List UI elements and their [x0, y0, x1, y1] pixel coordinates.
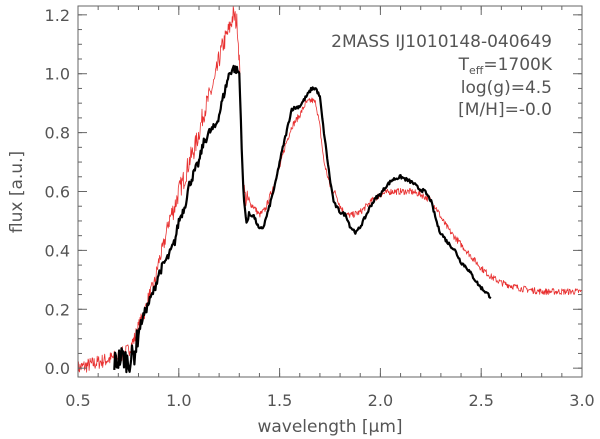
- x-tick-label: 2.0: [368, 391, 393, 410]
- y-tick-label: 0.2: [45, 300, 70, 319]
- teff-label: Teff=1700K: [458, 55, 553, 77]
- y-tick-label: 0.4: [45, 241, 70, 260]
- series-layer: [77, 6, 583, 376]
- metallicity-label: [M/H]=-0.0: [458, 100, 552, 120]
- x-tick-label: 0.5: [65, 391, 90, 410]
- y-tick-label: 0.0: [45, 359, 70, 378]
- logg-label: log(g)=4.5: [461, 78, 552, 98]
- object-name: 2MASS IJ1010148-040649: [331, 32, 552, 52]
- series-line-black: [113, 64, 492, 374]
- ticks-layer: [77, 6, 583, 377]
- y-axis-label: flux [a.u.]: [7, 151, 27, 233]
- y-tick-label: 0.8: [45, 124, 70, 143]
- y-tick-label: 1.2: [45, 6, 70, 25]
- tick-labels: 0.5 1.0 1.5 2.0 2.5 3.0 0.0 0.2 0.4 0.6 0.8 1.0 1.2: [45, 6, 595, 410]
- series-line-red: [77, 6, 583, 376]
- x-tick-label: 1.5: [267, 391, 292, 410]
- y-tick-label: 1.0: [45, 65, 70, 84]
- x-axis-label: wavelength [μm]: [257, 417, 402, 437]
- x-tick-label: 1.0: [166, 391, 191, 410]
- x-tick-label: 3.0: [569, 391, 594, 410]
- y-tick-label: 0.6: [45, 183, 70, 202]
- annotation-block: 2MASS IJ1010148-040649 Teff=1700K log(g)…: [331, 32, 553, 120]
- x-tick-label: 2.5: [468, 391, 493, 410]
